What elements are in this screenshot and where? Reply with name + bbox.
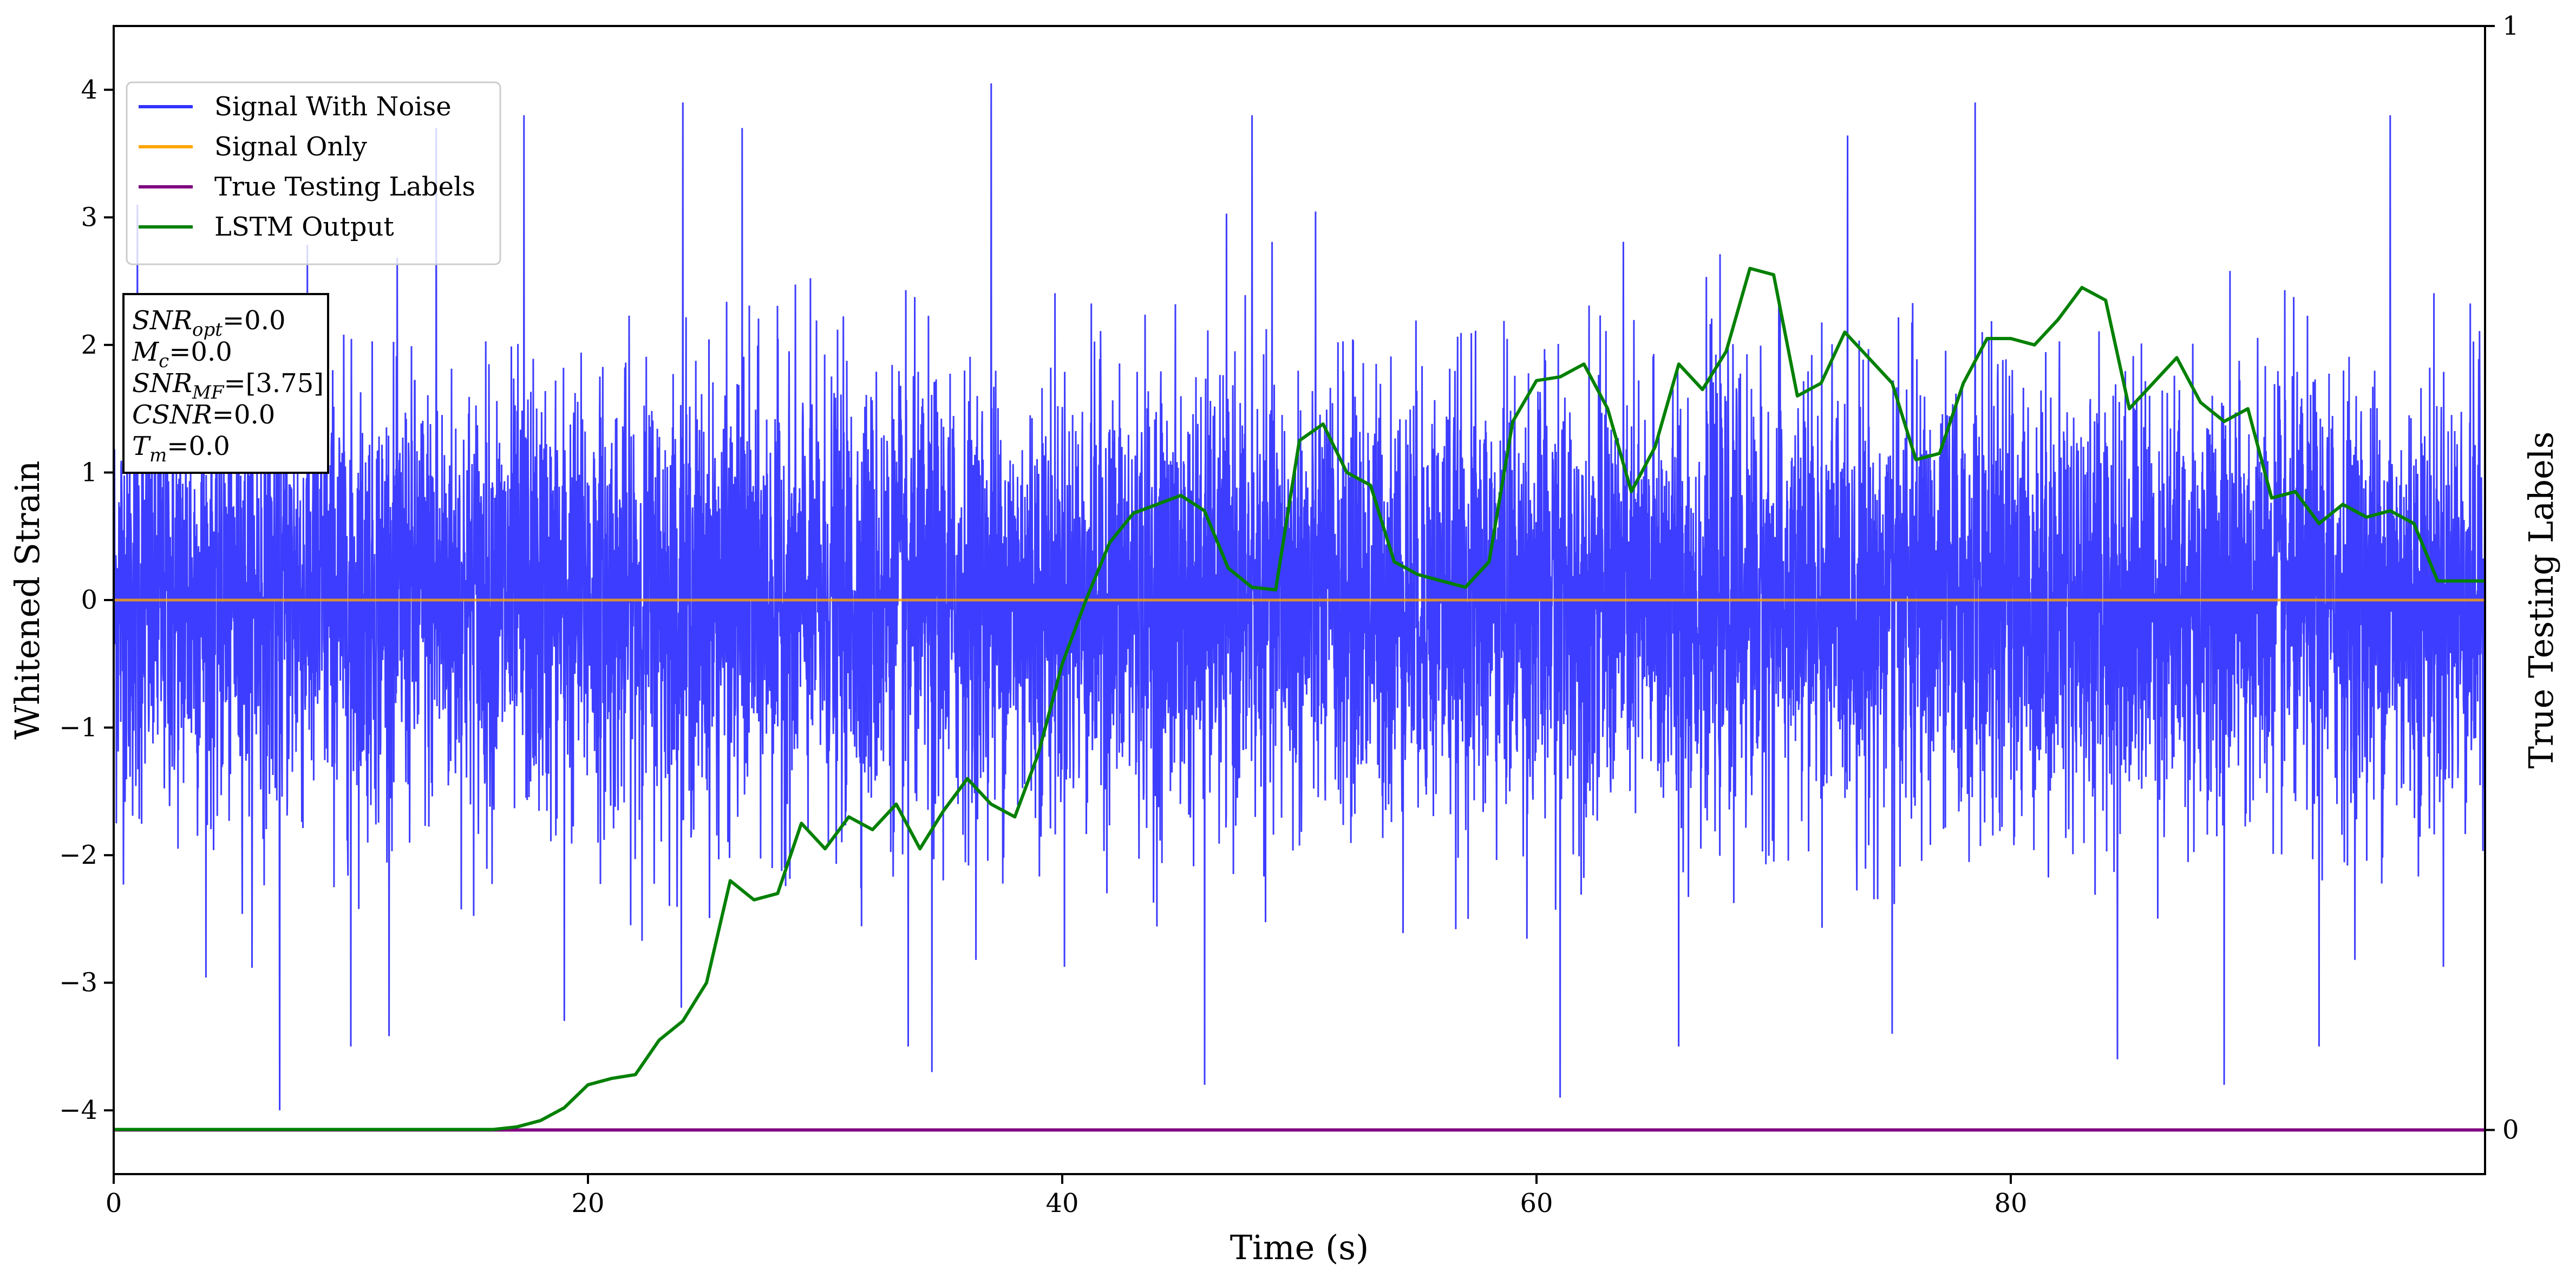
x-tick-label: 20 — [571, 1188, 604, 1219]
y-tick-label: 2 — [81, 330, 97, 360]
annotation-lines: SNRopt=0.0Mc=0.0SNRMF=[3.75]CSNR=0.0Tm=0… — [132, 305, 324, 466]
right-y-axis-title: True Testing Labels — [2521, 432, 2561, 769]
legend-box — [126, 81, 501, 265]
annotation-subscript: MF — [192, 382, 225, 403]
y-tick-label: −2 — [59, 840, 97, 870]
right-y-tick-label: 1 — [2502, 11, 2519, 41]
annotation-subscript: opt — [192, 319, 223, 341]
ticks-layer: 0 20 40 60 80 4 3 2 1 0 −1 −2 −3 −4 1 0 — [59, 11, 2519, 1219]
legend-label: Signal Only — [214, 132, 367, 162]
line-series-layer — [114, 266, 2485, 1132]
signal-with-noise-line — [113, 83, 2486, 1111]
noise-series-layer — [113, 83, 2486, 1111]
y-tick-label: 1 — [81, 457, 97, 487]
y-tick-label: −4 — [59, 1095, 97, 1125]
annotation-symbol: T — [132, 431, 151, 461]
annotation-line: SNRMF=[3.75] — [132, 368, 324, 403]
annotation-subscript: c — [159, 350, 169, 372]
annotation-value: =0.0 — [169, 337, 232, 367]
y-tick-label: 0 — [81, 585, 97, 615]
y-tick-label: −1 — [59, 713, 97, 743]
annotation-symbol: SNR — [132, 305, 192, 336]
annotation-symbol: M — [132, 337, 160, 367]
annotation-value: =0.0 — [212, 400, 276, 430]
legend-label: True Testing Labels — [214, 172, 475, 202]
x-tick-label: 60 — [1520, 1188, 1553, 1219]
annotation-box: SNRopt=0.0Mc=0.0SNRMF=[3.75]CSNR=0.0Tm=0… — [122, 293, 329, 474]
y-axis-title: Whitened Strain — [8, 461, 47, 740]
annotation-symbol: SNR — [132, 368, 192, 399]
legend: Signal With Noise Signal Only True Testing… — [126, 81, 501, 265]
x-axis-title: Time (s) — [1230, 1228, 1369, 1267]
annotation-line: Tm=0.0 — [132, 431, 230, 466]
x-tick-label: 40 — [1045, 1188, 1078, 1219]
right-y-tick-label: 0 — [2502, 1115, 2519, 1145]
y-tick-label: 3 — [81, 202, 97, 232]
annotation-value: =0.0 — [223, 305, 286, 336]
x-tick-label: 80 — [1994, 1188, 2027, 1219]
annotation-line: SNRopt=0.0 — [132, 305, 286, 341]
annotation-value: =0.0 — [167, 431, 230, 461]
legend-items: Signal With Noise Signal Only True Testing… — [139, 92, 475, 242]
y-tick-label: −3 — [59, 968, 97, 998]
y-tick-label: 4 — [81, 75, 97, 105]
annotation-line: CSNR=0.0 — [132, 400, 275, 430]
legend-label: LSTM Output — [214, 212, 394, 242]
annotation-symbol: CSNR — [132, 400, 212, 430]
x-tick-label: 0 — [106, 1188, 122, 1219]
lstm-output-line — [114, 266, 2485, 1131]
legend-label: Signal With Noise — [214, 92, 452, 122]
annotation-subscript: m — [149, 445, 167, 466]
annotation-line: Mc=0.0 — [132, 337, 232, 372]
annotation-frame — [122, 293, 329, 474]
annotation-value: =[3.75] — [224, 368, 324, 399]
